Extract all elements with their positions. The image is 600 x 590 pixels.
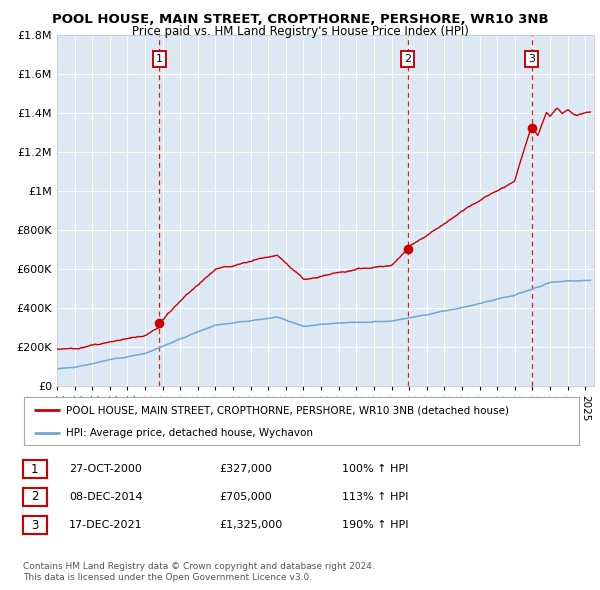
Text: 1: 1: [156, 54, 163, 64]
Text: POOL HOUSE, MAIN STREET, CROPTHORNE, PERSHORE, WR10 3NB: POOL HOUSE, MAIN STREET, CROPTHORNE, PER…: [52, 13, 548, 26]
Text: Contains HM Land Registry data © Crown copyright and database right 2024.
This d: Contains HM Land Registry data © Crown c…: [23, 562, 374, 582]
Text: 08-DEC-2014: 08-DEC-2014: [69, 492, 143, 502]
Text: HPI: Average price, detached house, Wychavon: HPI: Average price, detached house, Wych…: [65, 428, 313, 438]
Text: 100% ↑ HPI: 100% ↑ HPI: [342, 464, 409, 474]
Text: Price paid vs. HM Land Registry's House Price Index (HPI): Price paid vs. HM Land Registry's House …: [131, 25, 469, 38]
Text: 3: 3: [31, 519, 38, 532]
Text: 2: 2: [31, 490, 38, 503]
Text: 27-OCT-2000: 27-OCT-2000: [69, 464, 142, 474]
Text: 3: 3: [528, 54, 535, 64]
Text: £1,325,000: £1,325,000: [219, 520, 282, 530]
Text: £327,000: £327,000: [219, 464, 272, 474]
Text: £705,000: £705,000: [219, 492, 272, 502]
Text: 1: 1: [31, 463, 38, 476]
Text: 17-DEC-2021: 17-DEC-2021: [69, 520, 143, 530]
Text: 190% ↑ HPI: 190% ↑ HPI: [342, 520, 409, 530]
Text: POOL HOUSE, MAIN STREET, CROPTHORNE, PERSHORE, WR10 3NB (detached house): POOL HOUSE, MAIN STREET, CROPTHORNE, PER…: [65, 405, 509, 415]
Text: 113% ↑ HPI: 113% ↑ HPI: [342, 492, 409, 502]
Text: 2: 2: [404, 54, 411, 64]
